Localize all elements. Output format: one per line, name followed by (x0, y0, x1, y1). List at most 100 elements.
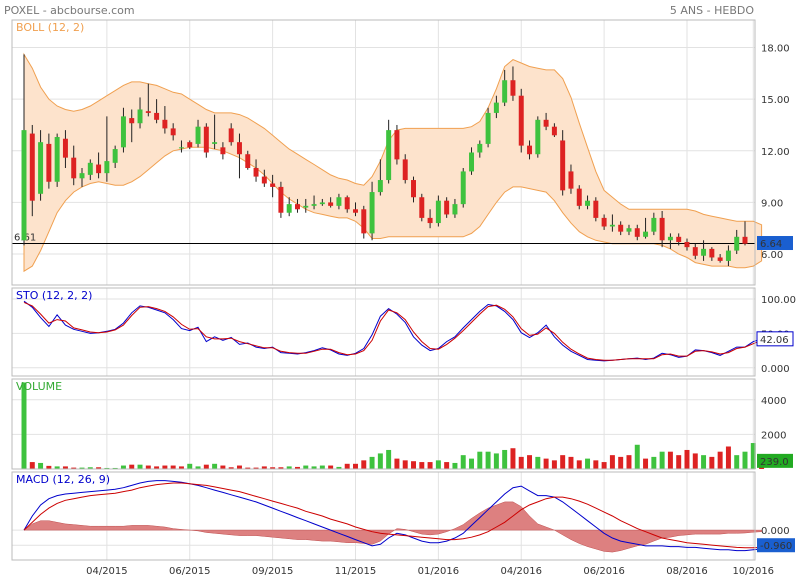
volume-bar (402, 460, 408, 469)
candle (212, 142, 218, 144)
volume-bar (137, 464, 143, 469)
volume-bar (609, 455, 615, 469)
volume-bar (38, 462, 44, 469)
candle (46, 143, 52, 182)
last-macd-label: -0.960 (760, 541, 792, 552)
candle (203, 126, 209, 153)
panel-frame (11, 378, 756, 470)
last-price-label: 6.64 (760, 239, 782, 250)
candle (485, 112, 491, 144)
candle (543, 119, 549, 127)
candle (518, 95, 524, 146)
candle (643, 231, 649, 237)
last-price-badge (757, 236, 793, 251)
x-tick-label: 08/2016 (666, 566, 708, 577)
candle (328, 202, 334, 206)
volume-bar (261, 466, 267, 469)
volume-bar (54, 466, 60, 469)
candle (54, 137, 60, 182)
candle (701, 248, 707, 256)
sto-line-red (23, 301, 762, 361)
volume-bar (684, 449, 690, 469)
sto-line-blue (23, 300, 762, 362)
volume-bar (129, 464, 135, 469)
candle (585, 200, 591, 206)
volume-bar (62, 466, 68, 469)
candle (444, 200, 450, 215)
volume-bar (71, 467, 77, 469)
candle (676, 236, 682, 242)
candle (162, 119, 168, 129)
candle (435, 200, 441, 224)
volume-bar (46, 465, 52, 469)
candle (319, 202, 325, 205)
candle (510, 80, 516, 96)
volume-bar (96, 467, 102, 469)
y-tick-label: 4000 (761, 396, 786, 407)
volume-bar (560, 455, 566, 469)
volume-bar (742, 451, 748, 469)
candle (62, 138, 68, 158)
candle (195, 126, 201, 144)
y-tick-label: 6.00 (761, 250, 783, 261)
volume-bar (485, 451, 491, 469)
volume-bar (270, 467, 276, 469)
candle (560, 140, 566, 191)
volume-bar (294, 466, 300, 469)
candle (154, 112, 160, 120)
candle (286, 204, 292, 213)
candle (29, 133, 35, 201)
candle (377, 180, 383, 193)
header-right: 5 ANS - HEBDO (670, 4, 754, 17)
y-tick-label: 100.00 (761, 295, 796, 306)
volume-bar (460, 455, 466, 469)
volume-bar (510, 448, 516, 469)
candle (294, 204, 300, 210)
volume-bar (518, 456, 524, 469)
volume-bar (336, 466, 342, 469)
volume-bar (502, 449, 508, 469)
volume-bar (170, 465, 176, 469)
volume-bar (120, 465, 126, 469)
y-tick-label: 12.00 (761, 147, 790, 158)
candle (568, 171, 574, 189)
candle (551, 126, 557, 136)
volume-bar (212, 463, 218, 469)
volume-bar (750, 443, 756, 469)
panel-frame (11, 471, 756, 561)
panel-frame (11, 19, 756, 286)
candle (261, 176, 267, 184)
y-tick-label: 0.000 (761, 526, 790, 537)
candle (353, 209, 358, 213)
volume-bar (551, 460, 557, 469)
volume-bar (220, 465, 226, 469)
volume-bar (593, 460, 599, 469)
volume-bar (576, 460, 582, 469)
volume-bar (21, 382, 27, 469)
volume-bar (154, 466, 160, 469)
volume-bar (626, 455, 632, 469)
volume-bar (386, 449, 392, 469)
candle (369, 192, 375, 234)
volume-bar (178, 466, 184, 469)
candle (336, 197, 342, 206)
candle (79, 173, 85, 179)
candle (651, 217, 657, 232)
candle (717, 257, 723, 261)
volume-bar (667, 451, 673, 469)
y-tick-label: 9.00 (761, 198, 783, 209)
candle (253, 167, 259, 177)
volume-bar (659, 451, 665, 469)
candle (303, 205, 309, 208)
y-tick-label: 2000 (761, 430, 786, 441)
candle (278, 186, 284, 213)
volume-bar (303, 465, 309, 469)
last-value-badge (756, 331, 794, 347)
candle (634, 228, 640, 237)
candle (692, 247, 698, 256)
candle (145, 111, 151, 113)
candle (734, 236, 740, 251)
y-tick-label: 15.00 (761, 95, 790, 106)
volume-bar (493, 453, 499, 469)
